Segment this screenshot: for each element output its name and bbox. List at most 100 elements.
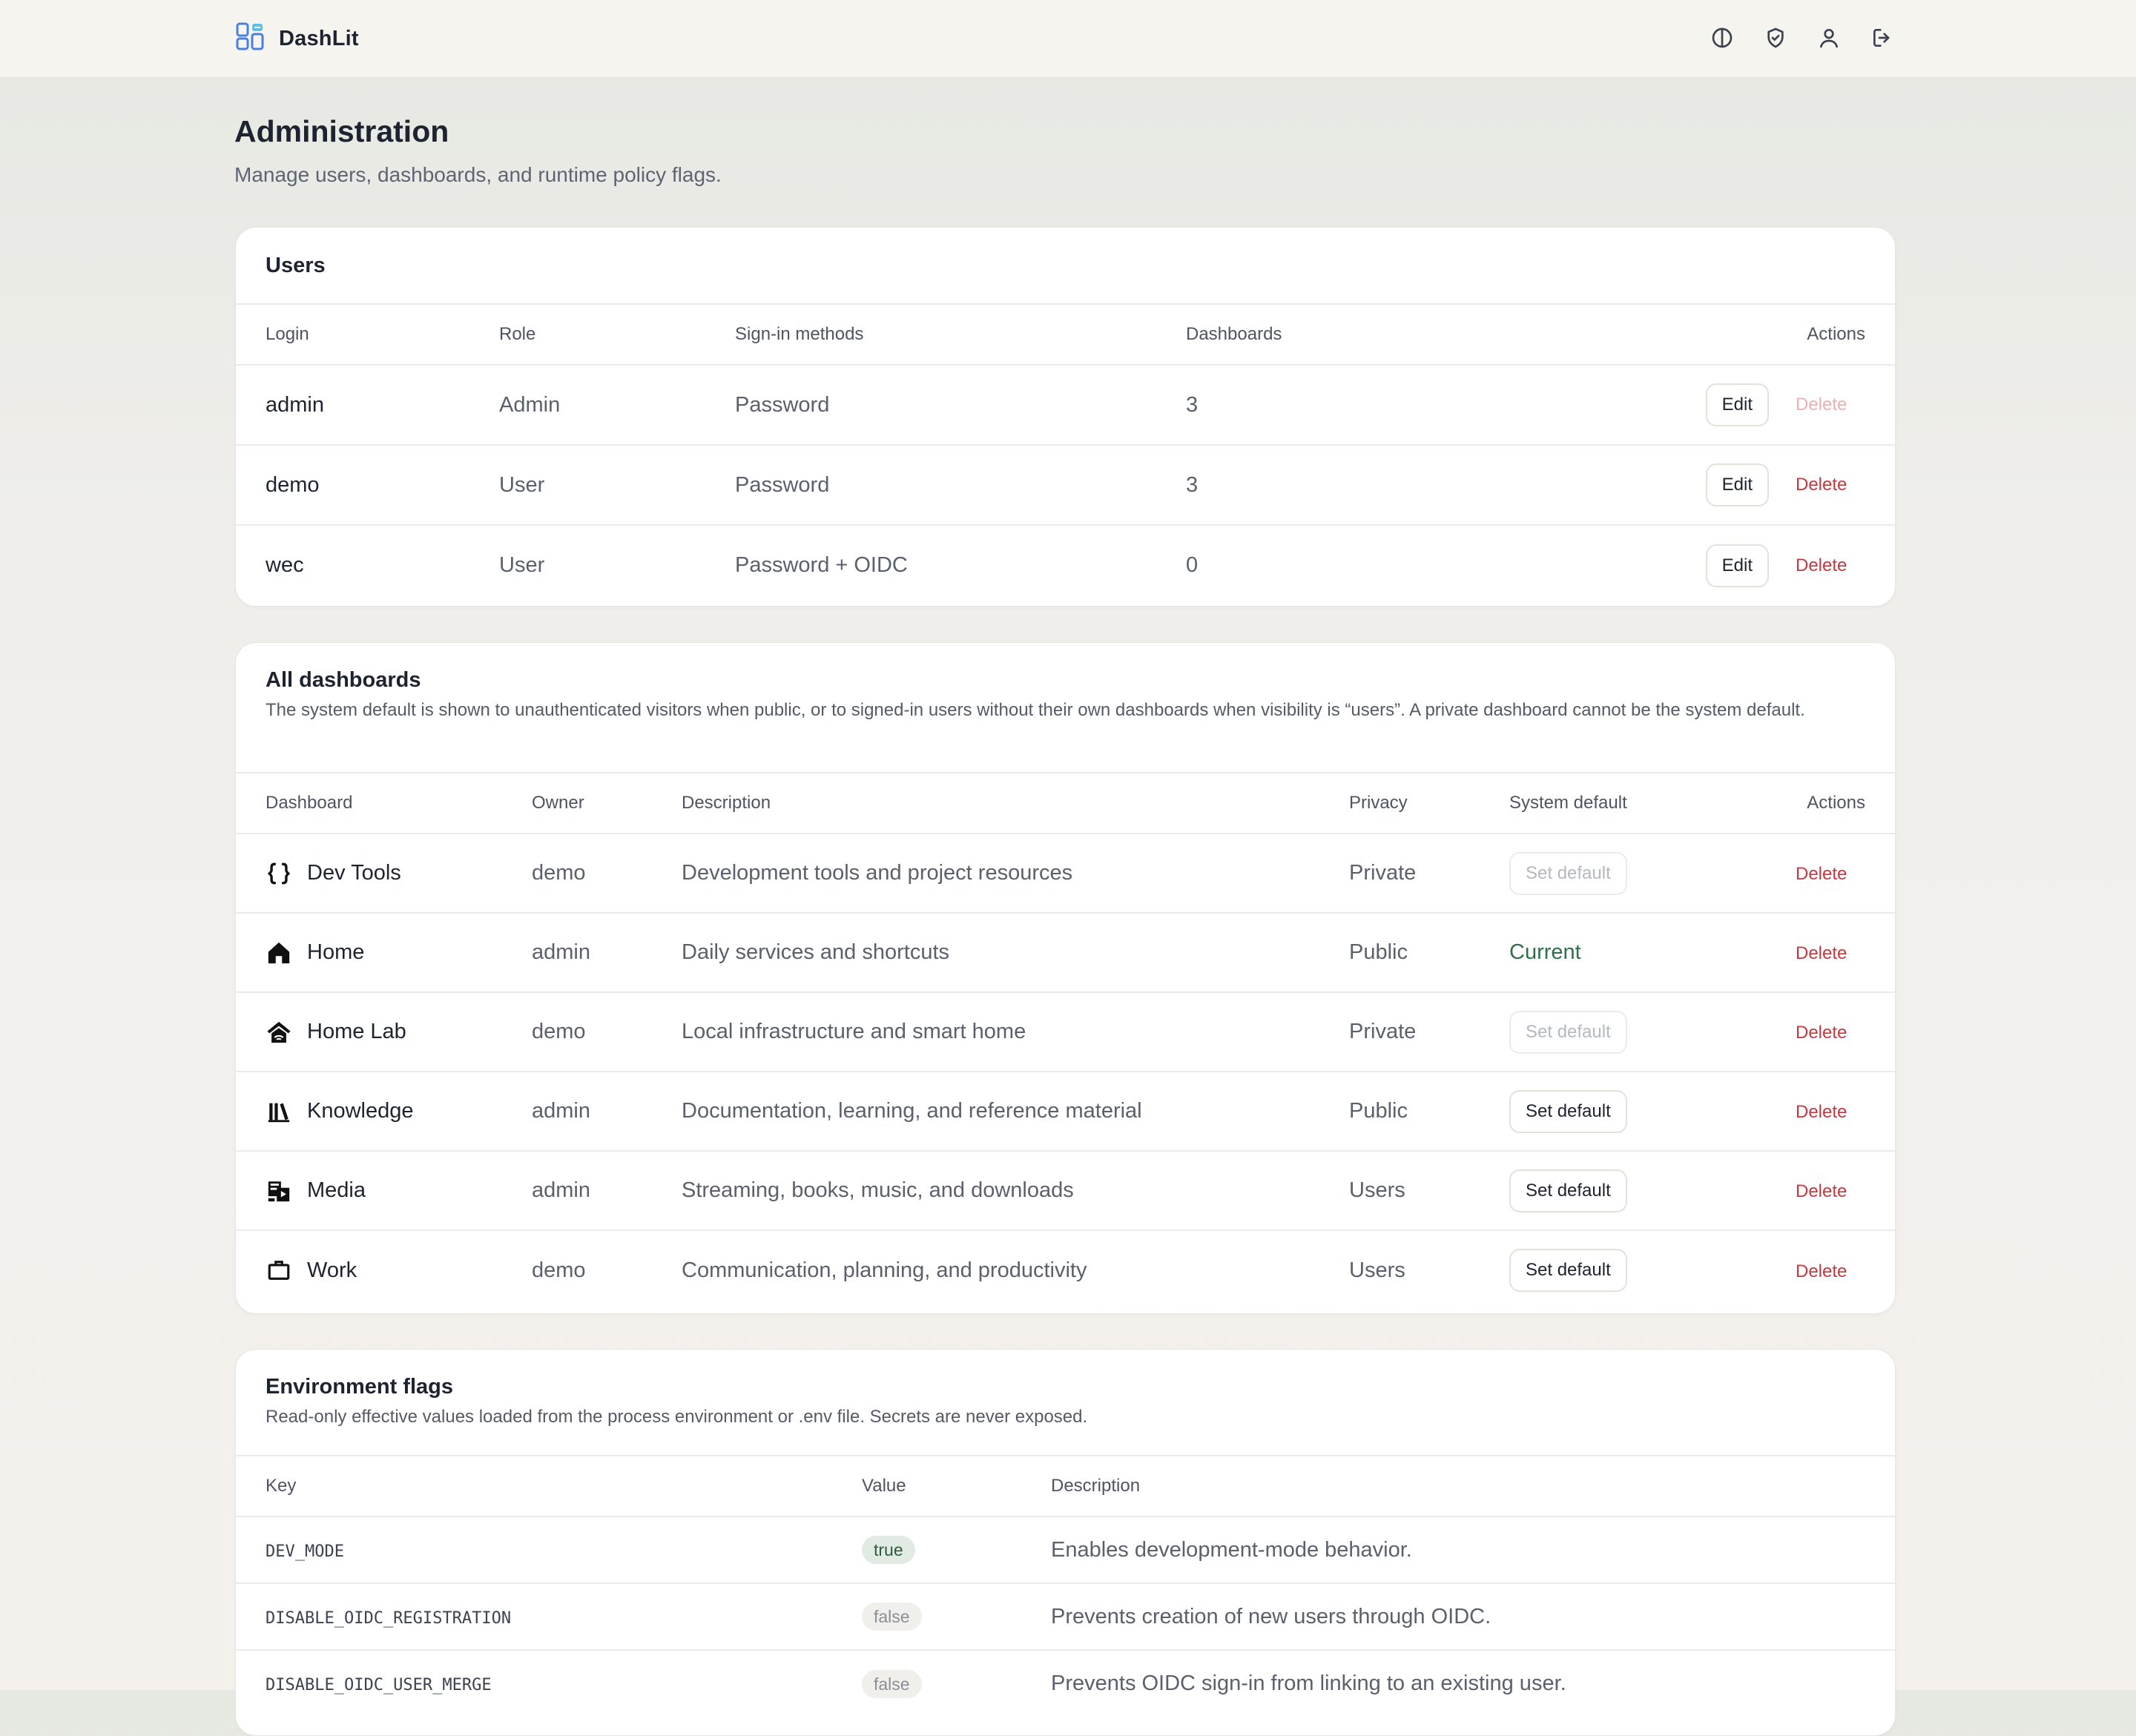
user-role: User <box>469 445 705 526</box>
dashboard-name: Media <box>307 1178 366 1202</box>
delete-dashboard-button[interactable]: Delete <box>1796 1261 1847 1281</box>
edit-user-button[interactable]: Edit <box>1705 544 1769 587</box>
dashboard-name: Dev Tools <box>307 861 401 885</box>
column-header-key: Key <box>236 1456 832 1517</box>
braces-icon <box>266 860 292 887</box>
dashboard-description: Development tools and project resources <box>652 834 1319 914</box>
delete-dashboard-button[interactable]: Delete <box>1796 1181 1847 1201</box>
dashboard-privacy: Users <box>1349 1258 1405 1282</box>
delete-dashboard-button[interactable]: Delete <box>1796 1102 1847 1122</box>
delete-dashboard-button[interactable]: Delete <box>1796 943 1847 963</box>
brand[interactable]: DashLit <box>236 21 359 56</box>
delete-user-button[interactable]: Delete <box>1796 395 1847 415</box>
set-default-button[interactable]: Set default <box>1509 1089 1627 1133</box>
dashlit-logo-icon <box>236 22 266 56</box>
set-default-button[interactable]: Set default <box>1509 1010 1627 1054</box>
home-icon <box>266 940 292 966</box>
table-row: Dev Tools demo Development tools and pro… <box>236 834 1895 914</box>
table-row: Media admin Streaming, books, music, and… <box>236 1151 1895 1231</box>
dashboard-privacy: Users <box>1319 1151 1480 1231</box>
table-row: Work demo Communication, planning, and p… <box>236 1230 1895 1310</box>
flag-key: DISABLE_OIDC_USER_MERGE <box>266 1676 492 1694</box>
table-row: DISABLE_OIDC_REGISTRATION false Prevents… <box>236 1583 1895 1651</box>
set-default-button[interactable]: Set default <box>1509 851 1627 895</box>
user-sign-in-methods: Password <box>705 445 1156 526</box>
flag-key: DEV_MODE <box>266 1542 344 1561</box>
user-role: Admin <box>469 365 705 446</box>
environment-flags-description: Read-only effective values loaded from t… <box>266 1407 1088 1427</box>
library-icon <box>266 1098 292 1125</box>
dashboards-card: All dashboards The system default is sho… <box>235 642 1896 1314</box>
dashboard-owner: demo <box>502 834 652 914</box>
dashboard-name: Home <box>307 940 365 964</box>
flag-value-badge: false <box>862 1669 922 1698</box>
dashboard-privacy: Public <box>1319 913 1480 993</box>
column-header-description: Description <box>1021 1456 1895 1517</box>
table-row: wec User Password + OIDC 0 Edit Delete <box>236 525 1895 605</box>
environment-flags-card: Environment flags Read-only effective va… <box>235 1349 1896 1736</box>
column-header-privacy: Privacy <box>1319 773 1480 834</box>
edit-user-button[interactable]: Edit <box>1705 383 1769 426</box>
flag-key: DISABLE_OIDC_REGISTRATION <box>266 1608 512 1628</box>
column-header-login: Login <box>236 305 469 366</box>
column-header-actions: Actions <box>1572 305 1895 366</box>
dashboards-table: Dashboard Owner Description Privacy Syst… <box>236 773 1895 1310</box>
dashboards-card-title: All dashboards <box>266 668 421 692</box>
dashboard-name: Knowledge <box>307 1099 414 1123</box>
delete-dashboard-button[interactable]: Delete <box>1796 864 1847 884</box>
dashboard-privacy: Private <box>1319 834 1480 914</box>
delete-user-button[interactable]: Delete <box>1796 555 1847 575</box>
user-role: User <box>499 553 545 577</box>
dashboard-owner: admin <box>502 1072 652 1152</box>
flag-description: Enables development-mode behavior. <box>1021 1516 1895 1584</box>
table-row: admin Admin Password 3 Edit Delete <box>236 365 1895 446</box>
user-dashboard-count: 3 <box>1156 365 1572 446</box>
flag-value-badge: true <box>862 1536 915 1564</box>
flag-value-badge: false <box>862 1603 922 1631</box>
dashboard-owner: demo <box>532 1258 586 1282</box>
edit-user-button[interactable]: Edit <box>1705 463 1769 506</box>
shield-icon[interactable] <box>1761 22 1790 53</box>
current-default-label: Current <box>1509 940 1581 964</box>
table-row: DISABLE_OIDC_USER_MERGE false Prevents O… <box>236 1650 1895 1717</box>
table-row: DEV_MODE true Enables development-mode b… <box>236 1516 1895 1584</box>
delete-user-button[interactable]: Delete <box>1796 475 1847 495</box>
users-card-title: Users <box>266 253 326 277</box>
table-row: Home Lab demo Local infrastructure and s… <box>236 992 1895 1072</box>
dashboard-owner: admin <box>502 1151 652 1231</box>
page-title: Administration <box>234 114 449 148</box>
user-login: wec <box>266 553 304 577</box>
dashboard-description: Documentation, learning, and reference m… <box>652 1072 1319 1152</box>
briefcase-icon <box>266 1257 292 1284</box>
table-row: demo User Password 3 Edit Delete <box>236 445 1895 526</box>
dashboard-privacy: Private <box>1319 992 1480 1072</box>
column-header-sign-in-methods: Sign-in methods <box>705 305 1156 366</box>
logout-icon[interactable] <box>1868 22 1897 53</box>
dashboards-card-description: The system default is shown to unauthent… <box>266 700 1805 720</box>
user-icon[interactable] <box>1814 22 1844 53</box>
users-card: Users Login Role Sign-in methods Dashboa… <box>235 227 1896 607</box>
user-login: admin <box>236 365 469 446</box>
table-row: Home admin Daily services and shortcuts … <box>236 913 1895 993</box>
user-login: demo <box>236 445 469 526</box>
users-table: Login Role Sign-in methods Dashboards Ac… <box>236 305 1895 605</box>
page-subtitle: Manage users, dashboards, and runtime po… <box>234 163 722 186</box>
dashboard-description: Local infrastructure and smart home <box>652 992 1319 1072</box>
environment-flags-title: Environment flags <box>266 1375 453 1399</box>
user-sign-in-methods: Password + OIDC <box>735 553 908 577</box>
table-row: Knowledge admin Documentation, learning,… <box>236 1072 1895 1152</box>
top-bar: DashLit <box>0 0 2136 78</box>
dashboard-owner: demo <box>502 992 652 1072</box>
delete-dashboard-button[interactable]: Delete <box>1796 1023 1847 1043</box>
column-header-dashboard: Dashboard <box>236 773 502 834</box>
column-header-system-default: System default <box>1480 773 1732 834</box>
dashboard-name: Work <box>307 1258 357 1282</box>
theme-toggle-icon[interactable] <box>1707 22 1737 53</box>
dashboard-privacy: Public <box>1319 1072 1480 1152</box>
set-default-button[interactable]: Set default <box>1509 1249 1627 1292</box>
set-default-button[interactable]: Set default <box>1509 1169 1627 1212</box>
column-header-owner: Owner <box>502 773 652 834</box>
dashboard-description: Streaming, books, music, and downloads <box>652 1151 1319 1231</box>
home-lab-icon <box>266 1019 292 1046</box>
column-header-role: Role <box>469 305 705 366</box>
